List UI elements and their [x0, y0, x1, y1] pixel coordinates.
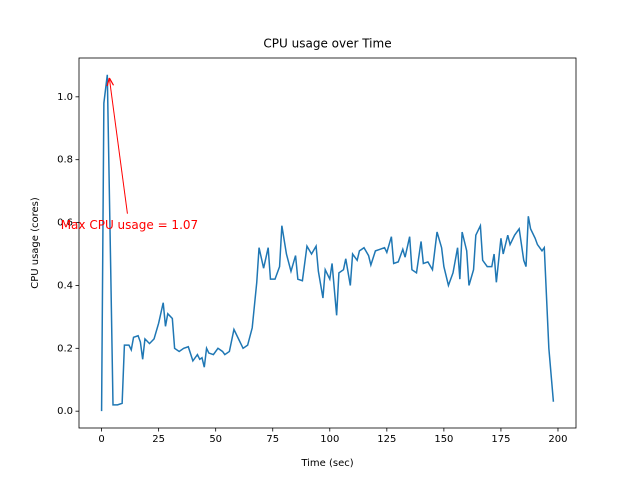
annotation-arrow — [109, 78, 128, 214]
x-tick-label: 0 — [98, 434, 104, 445]
x-tick-label: 150 — [434, 434, 453, 445]
y-tick-label: 0.4 — [57, 280, 73, 291]
y-tick-label: 0.8 — [57, 155, 73, 166]
chart-title: CPU usage over Time — [263, 37, 391, 51]
x-tick-label: 175 — [491, 434, 510, 445]
y-axis-label: CPU usage (cores) — [30, 197, 41, 289]
x-tick-label: 200 — [548, 434, 567, 445]
y-tick-label: 1.0 — [57, 92, 73, 103]
annotation-text: Max CPU usage = 1.07 — [61, 218, 198, 232]
y-tick-label: 0.6 — [57, 218, 73, 229]
x-tick-label: 50 — [209, 434, 222, 445]
y-tick-label: 0.0 — [57, 406, 73, 417]
x-tick-label: 25 — [152, 434, 165, 445]
axes-frame — [78, 57, 577, 429]
x-axis-label: Time (sec) — [300, 458, 353, 469]
x-tick-label: 125 — [377, 434, 396, 445]
data-line — [100, 74, 555, 412]
x-tick-label: 100 — [320, 434, 339, 445]
y-tick-label: 0.2 — [57, 343, 73, 354]
x-tick-label: 75 — [266, 434, 279, 445]
